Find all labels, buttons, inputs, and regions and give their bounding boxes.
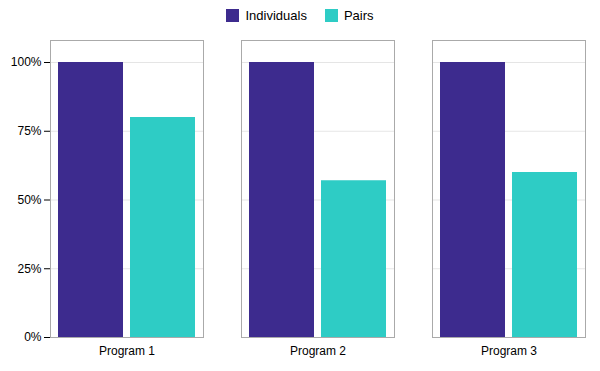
svg-text:Program 1: Program 1 — [99, 344, 155, 358]
svg-text:50%: 50% — [17, 193, 41, 207]
svg-text:0%: 0% — [24, 330, 42, 344]
svg-text:Program 3: Program 3 — [481, 344, 537, 358]
svg-text:100%: 100% — [11, 55, 42, 69]
svg-text:Program 2: Program 2 — [290, 344, 346, 358]
svg-text:75%: 75% — [17, 124, 41, 138]
svg-text:25%: 25% — [17, 262, 41, 276]
html-text:Pairs: Pairs — [343, 7, 374, 23]
html-text:Individuals: Individuals — [245, 7, 307, 23]
